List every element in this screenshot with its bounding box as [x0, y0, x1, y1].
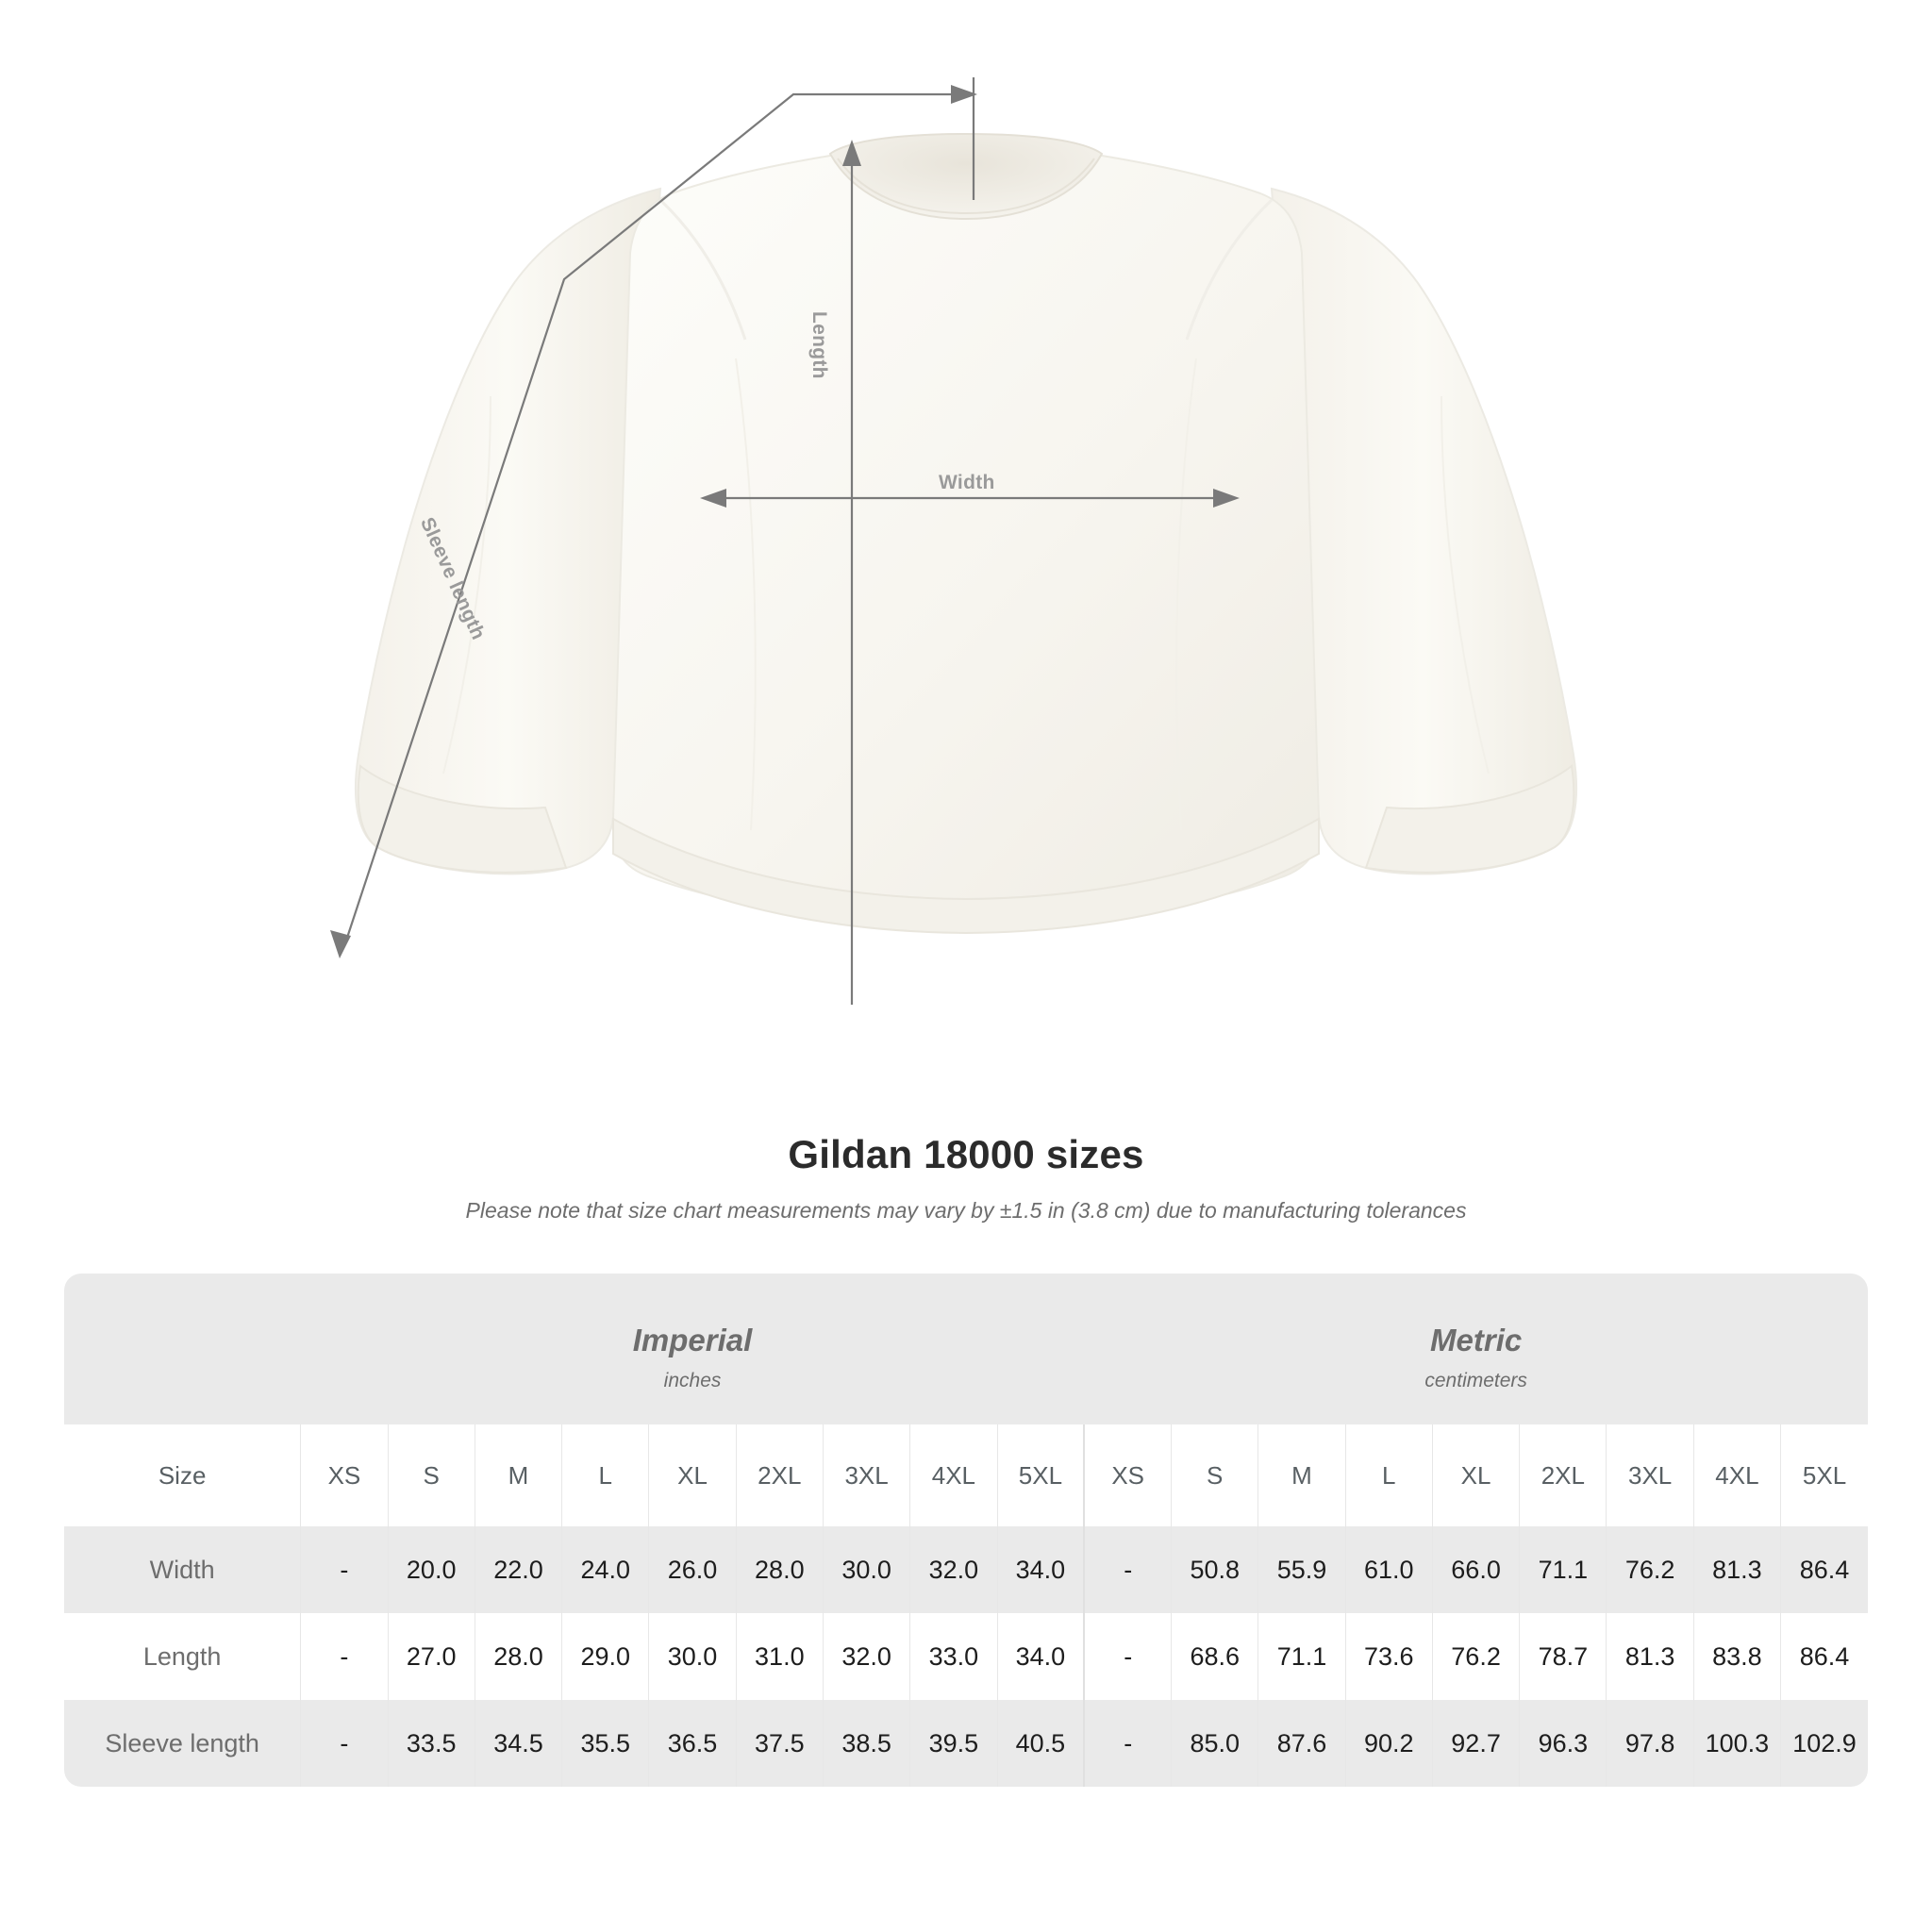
sleeve-met-4xl: 100.3 [1692, 1700, 1781, 1787]
length-met-5xl: 86.4 [1780, 1613, 1868, 1700]
width-imp-xs: - [300, 1526, 389, 1613]
width-imp-xl: 26.0 [648, 1526, 737, 1613]
unit-name-metric: Metric [1430, 1323, 1523, 1357]
header-imp-3xl: 3XL [822, 1424, 910, 1526]
header-imp-5xl: 5XL [996, 1424, 1085, 1526]
length-imp-xs: - [300, 1613, 389, 1700]
header-imp-2xl: 2XL [735, 1424, 824, 1526]
page-title: Gildan 18000 sizes [788, 1132, 1144, 1176]
width-met-5xl: 86.4 [1780, 1526, 1868, 1613]
table-row-length: Length - 27.0 28.0 29.0 30.0 31.0 32.0 3… [64, 1613, 1868, 1700]
sleeve-met-2xl: 96.3 [1519, 1700, 1607, 1787]
width-imp-2xl: 28.0 [735, 1526, 824, 1613]
sleeve-met-s: 85.0 [1171, 1700, 1258, 1787]
width-imp-l: 24.0 [561, 1526, 649, 1613]
width-met-l: 61.0 [1344, 1526, 1433, 1613]
header-met-2xl: 2XL [1519, 1424, 1607, 1526]
sleeve-imp-2xl: 37.5 [735, 1700, 824, 1787]
sleeve-met-xs: - [1083, 1700, 1172, 1787]
header-imp-l: L [561, 1424, 649, 1526]
sleeve-imp-3xl: 38.5 [822, 1700, 910, 1787]
header-imp-4xl: 4XL [909, 1424, 998, 1526]
length-met-4xl: 83.8 [1692, 1613, 1781, 1700]
row-label-width: Width [64, 1526, 301, 1613]
header-met-xs: XS [1083, 1424, 1172, 1526]
sleeve-met-m: 87.6 [1257, 1700, 1346, 1787]
width-met-m: 55.9 [1257, 1526, 1346, 1613]
unit-banner-imperial: Imperial inches [300, 1274, 1085, 1424]
length-dimension-label: Length [808, 311, 830, 379]
row-label-length: Length [64, 1613, 301, 1700]
width-met-4xl: 81.3 [1692, 1526, 1781, 1613]
length-imp-m: 28.0 [474, 1613, 562, 1700]
length-met-s: 68.6 [1171, 1613, 1258, 1700]
size-chart-table: Imperial inches Metric centimeters Size … [64, 1274, 1868, 1787]
sleeve-imp-m: 34.5 [474, 1700, 562, 1787]
size-chart-table-wrapper: Imperial inches Metric centimeters Size … [64, 1274, 1868, 1787]
length-imp-xl: 30.0 [648, 1613, 737, 1700]
sleeve-imp-s: 33.5 [387, 1700, 475, 1787]
width-met-s: 50.8 [1171, 1526, 1258, 1613]
sleeve-met-xl: 92.7 [1431, 1700, 1520, 1787]
header-met-m: M [1257, 1424, 1346, 1526]
header-met-3xl: 3XL [1606, 1424, 1694, 1526]
header-imp-xl: XL [648, 1424, 737, 1526]
sleeve-imp-xs: - [300, 1700, 389, 1787]
garment-illustration [330, 77, 1578, 1005]
unit-name-imperial: Imperial [632, 1323, 753, 1357]
length-imp-4xl: 33.0 [909, 1613, 998, 1700]
table-row-width: Width - 20.0 22.0 24.0 26.0 28.0 30.0 32… [64, 1526, 1868, 1613]
table-row-sleeve-length: Sleeve length - 33.5 34.5 35.5 36.5 37.5… [64, 1700, 1868, 1787]
sleeve-imp-l: 35.5 [561, 1700, 649, 1787]
width-met-3xl: 76.2 [1606, 1526, 1694, 1613]
table-header-row: Size XS S M L XL 2XL 3XL 4XL 5XL XS S M … [64, 1424, 1868, 1526]
sleeve-met-5xl: 102.9 [1780, 1700, 1868, 1787]
measurement-tolerance-note: Please note that size chart measurements… [465, 1198, 1467, 1223]
header-size: Size [64, 1424, 301, 1526]
header-imp-xs: XS [300, 1424, 389, 1526]
title-block: Gildan 18000 sizes Please note that size… [0, 1132, 1932, 1224]
width-met-xs: - [1083, 1526, 1172, 1613]
width-met-xl: 66.0 [1431, 1526, 1520, 1613]
header-met-5xl: 5XL [1780, 1424, 1868, 1526]
header-met-s: S [1171, 1424, 1258, 1526]
unit-sub-imperial: inches [663, 1370, 722, 1391]
width-imp-5xl: 34.0 [996, 1526, 1085, 1613]
length-imp-5xl: 34.0 [996, 1613, 1085, 1700]
sleeve-imp-5xl: 40.5 [996, 1700, 1085, 1787]
header-imp-s: S [387, 1424, 475, 1526]
width-imp-m: 22.0 [474, 1526, 562, 1613]
length-met-3xl: 81.3 [1606, 1613, 1694, 1700]
length-imp-s: 27.0 [387, 1613, 475, 1700]
sleeve-imp-xl: 36.5 [648, 1700, 737, 1787]
unit-banner-metric: Metric centimeters [1084, 1274, 1868, 1424]
length-imp-2xl: 31.0 [735, 1613, 824, 1700]
length-met-2xl: 78.7 [1519, 1613, 1607, 1700]
sleeve-met-3xl: 97.8 [1606, 1700, 1694, 1787]
header-met-l: L [1344, 1424, 1433, 1526]
sleeve-met-l: 90.2 [1344, 1700, 1433, 1787]
length-imp-l: 29.0 [561, 1613, 649, 1700]
length-met-m: 71.1 [1257, 1613, 1346, 1700]
unit-banner-row: Imperial inches Metric centimeters [64, 1274, 1868, 1424]
unit-sub-metric: centimeters [1424, 1370, 1527, 1391]
length-met-l: 73.6 [1344, 1613, 1433, 1700]
header-met-4xl: 4XL [1692, 1424, 1781, 1526]
header-imp-m: M [474, 1424, 562, 1526]
length-met-xs: - [1083, 1613, 1172, 1700]
measurement-lines [330, 77, 1240, 1005]
unit-banner-spacer [64, 1274, 301, 1424]
length-met-xl: 76.2 [1431, 1613, 1520, 1700]
width-imp-3xl: 30.0 [822, 1526, 910, 1613]
row-label-sleeve-length: Sleeve length [64, 1700, 301, 1787]
width-dimension-label: Width [939, 472, 995, 493]
sleeve-imp-4xl: 39.5 [909, 1700, 998, 1787]
width-imp-4xl: 32.0 [909, 1526, 998, 1613]
width-imp-s: 20.0 [387, 1526, 475, 1613]
header-met-xl: XL [1431, 1424, 1520, 1526]
garment-diagram: Length Width Sleeve length [330, 77, 1578, 1005]
width-met-2xl: 71.1 [1519, 1526, 1607, 1613]
length-imp-3xl: 32.0 [822, 1613, 910, 1700]
